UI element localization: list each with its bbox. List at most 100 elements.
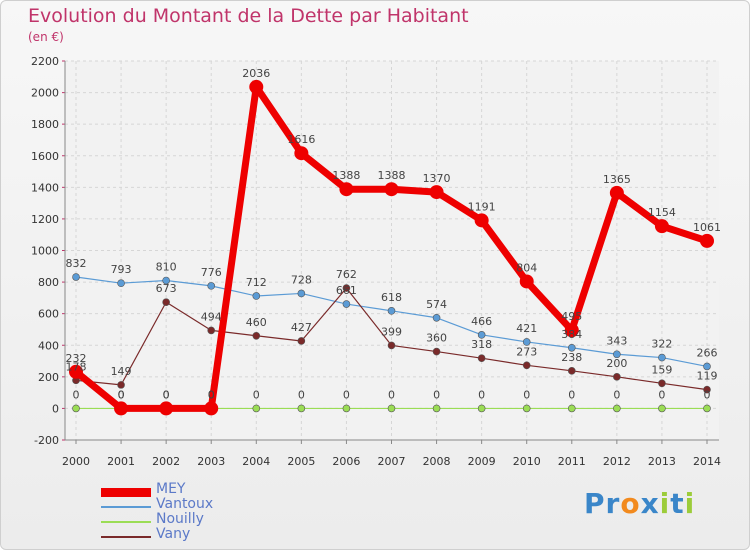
data-label-mey: 804 xyxy=(516,261,537,274)
data-label-mey: 2036 xyxy=(242,67,270,80)
data-label-mey: 1388 xyxy=(332,169,360,182)
data-label-vantoux: 832 xyxy=(66,257,87,270)
x-tick-label: 2007 xyxy=(378,455,406,468)
data-point-nouilly xyxy=(477,404,486,413)
legend-swatch-vantoux xyxy=(101,506,151,508)
y-tick-label: 1200 xyxy=(31,213,59,226)
x-tick-label: 2000 xyxy=(62,455,90,468)
x-tick-label: 2012 xyxy=(603,455,631,468)
data-label-nouilly: 0 xyxy=(388,388,395,401)
logo-part: t xyxy=(670,487,685,520)
data-point-nouilly xyxy=(613,404,621,413)
data-point-vantoux xyxy=(522,338,531,346)
logo-part: o xyxy=(620,487,641,520)
data-label-mey: 0 xyxy=(208,388,215,401)
data-point-nouilly xyxy=(703,404,711,413)
x-tick-label: 2005 xyxy=(287,455,315,468)
data-label-vantoux: 384 xyxy=(561,328,582,341)
data-point-vantoux xyxy=(703,362,711,371)
data-point-vany xyxy=(432,347,441,356)
data-label-nouilly: 0 xyxy=(568,388,575,401)
data-point-vantoux xyxy=(567,343,576,352)
legend: MEY Vantoux Nouilly Vany xyxy=(101,481,301,544)
legend-label-nouilly: Nouilly xyxy=(156,511,204,527)
data-point-mey xyxy=(429,185,444,200)
data-point-vany xyxy=(477,354,486,362)
data-point-mey xyxy=(384,182,399,197)
data-label-vantoux: 776 xyxy=(201,266,222,279)
x-tick-label: 2011 xyxy=(558,455,586,468)
data-label-vantoux: 810 xyxy=(156,261,177,274)
data-label-mey: 1191 xyxy=(468,200,496,213)
data-label-vany: 673 xyxy=(156,282,177,295)
data-point-nouilly xyxy=(567,404,576,413)
data-label-nouilly: 0 xyxy=(73,388,80,401)
logo-part: i xyxy=(684,487,696,520)
data-point-mey xyxy=(654,219,669,234)
y-tick-label: 1400 xyxy=(31,181,59,194)
data-point-mey xyxy=(609,185,624,200)
data-point-vany xyxy=(567,367,576,375)
data-label-vany: 238 xyxy=(561,351,582,364)
data-label-vantoux: 574 xyxy=(426,298,447,311)
data-point-mey xyxy=(69,364,83,379)
data-point-vantoux xyxy=(387,307,396,315)
data-label-vany: 149 xyxy=(111,365,132,378)
x-tick-label: 2013 xyxy=(648,455,676,468)
y-tick-label: 1000 xyxy=(31,245,59,258)
data-point-vantoux xyxy=(252,292,261,300)
data-label-nouilly: 0 xyxy=(613,388,620,401)
legend-item-nouilly: Nouilly xyxy=(101,511,301,529)
y-tick-label: 600 xyxy=(38,308,59,321)
data-label-nouilly: 0 xyxy=(658,388,665,401)
data-point-vany xyxy=(658,379,666,388)
data-label-vany: 200 xyxy=(606,357,627,370)
x-tick-label: 2008 xyxy=(423,455,451,468)
legend-swatch-mey xyxy=(101,488,151,497)
data-point-nouilly xyxy=(252,404,261,413)
data-label-vantoux: 322 xyxy=(651,338,672,351)
data-point-vantoux xyxy=(207,282,216,290)
data-point-vany xyxy=(703,385,711,394)
data-point-vany xyxy=(297,337,306,345)
data-label-nouilly: 0 xyxy=(208,388,215,401)
data-point-mey xyxy=(249,79,264,94)
data-label-mey: 495 xyxy=(561,310,582,323)
legend-label-vany: Vany xyxy=(156,526,191,542)
data-label-vantoux: 793 xyxy=(111,263,132,276)
data-label-nouilly: 0 xyxy=(704,388,711,401)
y-tick-label: 1600 xyxy=(31,150,59,163)
y-tick-label: 2200 xyxy=(31,55,59,68)
data-point-vantoux xyxy=(613,350,621,359)
data-point-mey xyxy=(519,274,534,289)
data-label-nouilly: 0 xyxy=(118,388,125,401)
data-point-nouilly xyxy=(387,404,396,413)
data-label-vantoux: 618 xyxy=(381,291,402,304)
legend-item-vany: Vany xyxy=(101,526,301,544)
logo-part: Pr xyxy=(584,487,621,520)
data-label-nouilly: 0 xyxy=(298,388,305,401)
data-label-mey: 1154 xyxy=(648,206,676,219)
unit-label: (en €) xyxy=(28,30,64,44)
data-point-vantoux xyxy=(162,276,170,285)
logo-part: x xyxy=(640,487,660,520)
x-tick-label: 2006 xyxy=(332,455,360,468)
data-label-vantoux: 712 xyxy=(246,276,267,289)
data-label-vany: 159 xyxy=(651,363,672,376)
data-point-nouilly xyxy=(342,404,351,413)
data-label-mey: 0 xyxy=(118,388,125,401)
data-label-vany: 119 xyxy=(697,370,718,383)
x-tick-label: 2002 xyxy=(152,455,180,468)
data-point-mey xyxy=(294,146,309,161)
data-label-mey: 1616 xyxy=(287,133,315,146)
legend-item-mey: MEY xyxy=(101,481,301,499)
y-tick-label: 0 xyxy=(52,402,59,415)
data-label-vany: 318 xyxy=(471,338,492,351)
data-label-vantoux: 466 xyxy=(471,315,492,328)
data-point-vany xyxy=(522,361,531,370)
legend-item-vantoux: Vantoux xyxy=(101,496,301,514)
y-tick-label: 1800 xyxy=(31,118,59,131)
data-point-vany xyxy=(117,381,125,389)
